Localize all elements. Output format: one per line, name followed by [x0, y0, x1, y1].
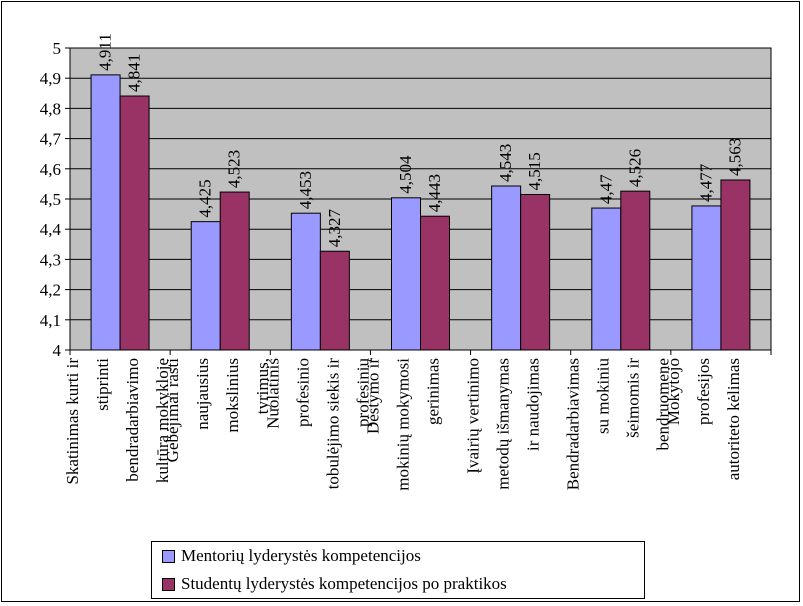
data-label: 4,453 [296, 171, 315, 209]
legend-item-mentors: Mentorių lyderystės kompetencijos [162, 545, 421, 567]
legend-label-mentors: Mentorių lyderystės kompetencijos [181, 546, 421, 565]
legend-swatch-students [162, 577, 175, 591]
x-tick-label: gerinimas [423, 358, 442, 425]
y-tick-label: 4,3 [40, 250, 61, 269]
x-tick-label: Dėstymo ir [363, 358, 382, 434]
x-tick-label: Skatinimas kurti ir [63, 358, 82, 485]
x-tick-label: naujausius [193, 358, 212, 430]
bar-students [420, 215, 450, 351]
legend: Mentorių lyderystės kompetencijos Studen… [151, 541, 645, 599]
x-tick-label: stiprinti [93, 358, 112, 411]
bar-mentors [391, 197, 421, 351]
bar-mentors [290, 212, 321, 351]
bar-students [620, 190, 651, 351]
bar-mentors [90, 74, 121, 351]
x-tick-label: autoriteto kėlimas [724, 358, 743, 480]
data-label: 4,515 [525, 152, 544, 190]
x-tick-label: tyrimus, [253, 358, 272, 414]
legend-swatch-mentors [162, 549, 175, 563]
y-tick-label: 4,9 [40, 69, 61, 88]
y-tick-label: 4,6 [40, 160, 61, 179]
x-tick-label: su mokiniu [594, 358, 613, 435]
bar-students [319, 250, 350, 351]
bar-mentors [491, 185, 522, 351]
bar-students [520, 193, 551, 351]
y-tick-label: 4,5 [40, 190, 61, 209]
x-tick-label: Nuolatinis [263, 358, 282, 429]
bar-mentors [691, 205, 722, 351]
y-tick-label: 4,7 [40, 130, 62, 149]
legend-label-students: Studentų lyderystės kompetencijos po pra… [181, 574, 507, 593]
x-tick-label: bendradarbiavimo [123, 358, 142, 482]
x-tick-label: metodų išmanymas [494, 358, 513, 490]
x-tick-label: mokinių mokymosi [393, 358, 412, 491]
data-label: 4,425 [196, 179, 215, 217]
x-tick-label: profesinio [293, 358, 312, 427]
data-label: 4,526 [625, 149, 644, 187]
x-tick-label: šeimomis ir [624, 358, 643, 438]
data-label: 4,443 [425, 174, 444, 212]
x-tick-label: Gebėjimai rasti [163, 358, 182, 463]
data-label: 4,504 [396, 155, 415, 194]
x-tick-label: mokslinius [223, 358, 242, 433]
data-label: 4,911 [96, 33, 115, 71]
x-tick-label: profesinių [353, 358, 372, 427]
x-tick-label: Bendradarbiavimas [564, 358, 583, 490]
x-tick-label: profesijos [694, 358, 713, 425]
y-tick-label: 4,8 [40, 99, 61, 118]
data-label: 4,563 [725, 138, 744, 176]
bar-mentors [591, 207, 622, 351]
data-label: 4,523 [225, 150, 244, 188]
data-label: 4,841 [125, 54, 144, 92]
data-label: 4,477 [696, 163, 715, 202]
y-tick-label: 4,2 [40, 281, 61, 300]
bar-students [119, 95, 150, 351]
data-label: 4,327 [325, 208, 344, 247]
legend-item-students: Studentų lyderystės kompetencijos po pra… [162, 573, 507, 595]
data-label: 4,543 [496, 144, 515, 182]
data-label: 4,47 [596, 174, 615, 204]
x-tick-label: Mokytojo [664, 358, 683, 425]
bar-students [720, 179, 751, 351]
bar-mentors [190, 221, 221, 351]
y-tick-label: 5 [53, 39, 62, 58]
y-tick-label: 4,1 [40, 311, 61, 330]
y-tick-label: 4 [53, 341, 62, 360]
x-tick-label: tobulėjimo siekis ir [323, 358, 342, 490]
x-tick-label: Įvairių vertinimo [464, 358, 483, 474]
x-tick-label: kultūrą mokykloje [153, 358, 172, 483]
y-tick-label: 4,4 [40, 220, 62, 239]
x-tick-label: bendruomene [654, 358, 673, 451]
bar-students [219, 191, 250, 351]
x-tick-label: ir naudojimas [524, 358, 543, 451]
